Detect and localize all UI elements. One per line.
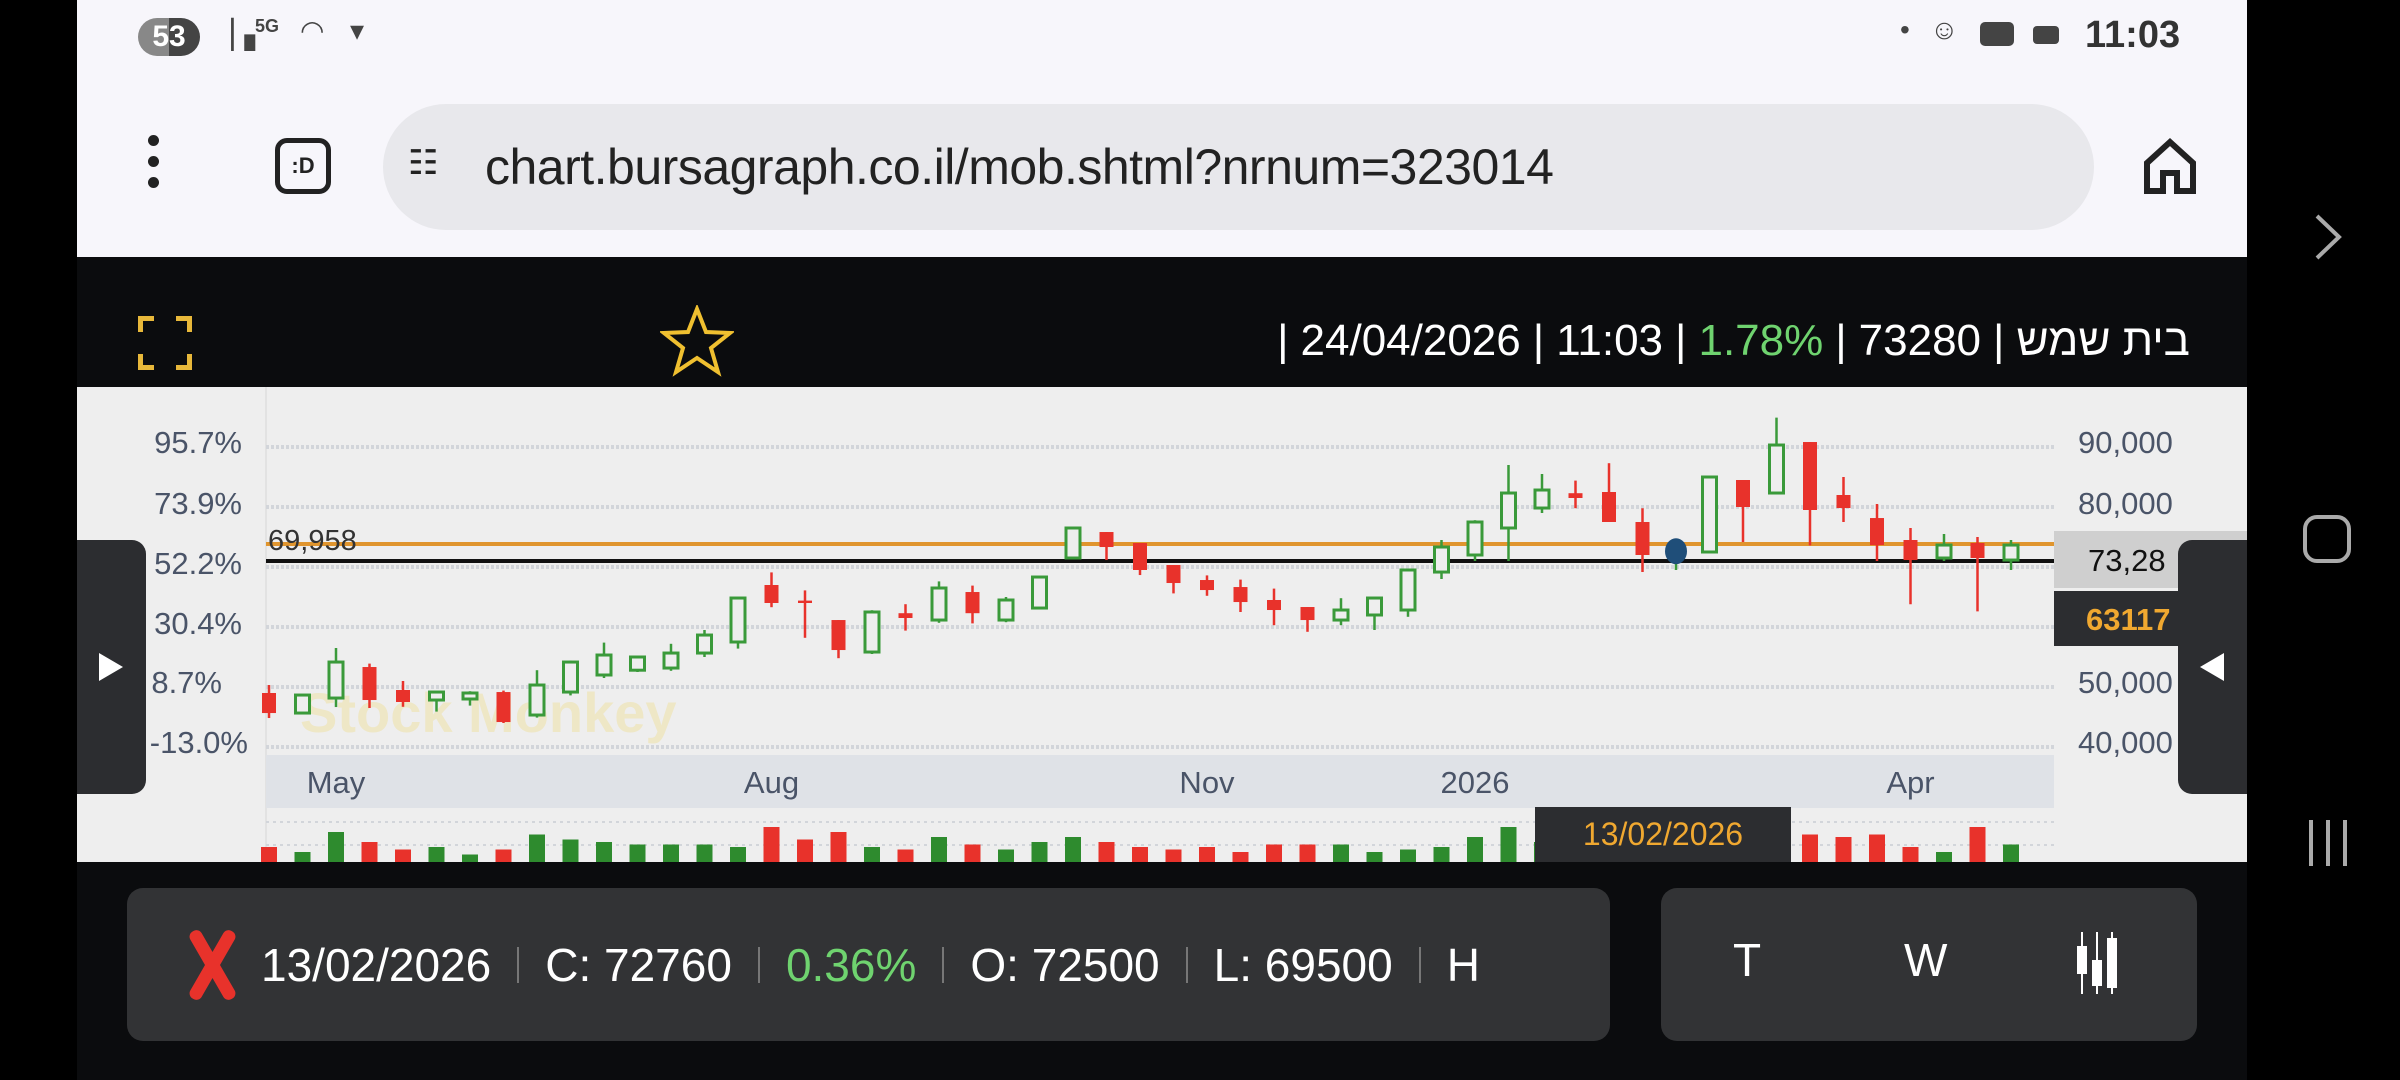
candle-info-panel: 13/02/2026 C: 72760 0.36% O: 72500 L: 69… — [127, 888, 1610, 1041]
tool-t-button[interactable]: T — [1733, 934, 1762, 986]
notification-count-badge: 53 — [138, 18, 200, 56]
home-icon[interactable] — [2142, 137, 2198, 195]
candlestick-type-icon[interactable] — [2075, 932, 2119, 994]
quote-summary: | 24/04/2026 | 11:03 | 1.78% | 73280 | ב… — [1277, 316, 2190, 366]
dot-icon: • — [1900, 14, 1910, 45]
left-axis-tick: 52.2% — [154, 546, 242, 581]
play-right-icon — [99, 653, 123, 681]
right-axis-tick: 40,000 — [2078, 725, 2173, 760]
security-name: בית שמש — [2016, 316, 2190, 365]
chart-header — [77, 257, 2247, 387]
crosshair-date-label: 13/02/2026 — [1535, 807, 1791, 862]
separator: | — [1532, 316, 1545, 365]
left-axis-tick: 95.7% — [154, 425, 242, 460]
signal-icon: ▕▗ — [212, 19, 256, 50]
scroll-left-button[interactable] — [77, 540, 146, 794]
tool-w-button[interactable]: W — [1904, 934, 1948, 986]
info-open: O: 72500 — [970, 938, 1160, 991]
left-axis-tick: -13.0% — [149, 725, 248, 760]
axis-divider — [265, 387, 267, 862]
info-high: H — [1446, 938, 1480, 991]
info-date: 13/02/2026 — [261, 938, 492, 991]
waze-icon: ☺ — [1930, 14, 1959, 45]
play-left-icon — [2200, 653, 2224, 681]
recents-button[interactable] — [2305, 818, 2351, 868]
level-line-label: 69,958 — [268, 525, 357, 557]
separator: | — [1993, 316, 2005, 365]
info-close: C: 72760 — [545, 938, 732, 991]
close-icon[interactable] — [177, 927, 247, 1002]
x-axis-label: Aug — [743, 765, 800, 800]
left-axis-tick: 8.7% — [151, 665, 222, 700]
right-axis-tick: 50,000 — [2078, 665, 2173, 700]
url-text[interactable]: chart.bursagraph.co.il/mob.shtml?nrnum=3… — [485, 139, 1554, 195]
youtube-icon — [1980, 22, 2014, 46]
chart-tools-panel: T W — [1661, 888, 2197, 1041]
favorite-star-icon[interactable] — [660, 305, 734, 377]
right-axis-tick: 80,000 — [2078, 486, 2173, 521]
chevron-right-icon[interactable] — [2313, 212, 2343, 262]
location-icon: ▾ — [350, 15, 365, 46]
x-axis-label: Apr — [1886, 765, 1935, 800]
separator: | — [1277, 316, 1289, 365]
right-axis-tick: 90,000 — [2078, 425, 2173, 460]
watermark: Stock Monkey — [300, 681, 677, 744]
quote-date: 24/04/2026 — [1300, 316, 1521, 365]
system-nav-bar — [2247, 0, 2400, 1080]
info-change: 0.36% — [785, 938, 917, 991]
separator: | — [1675, 316, 1687, 365]
tab-switcher-icon[interactable]: :D — [275, 138, 331, 194]
site-settings-icon[interactable]: ☷ — [408, 144, 439, 182]
x-axis-label: 2026 — [1440, 765, 1510, 800]
status-bar — [77, 0, 2247, 60]
fullscreen-icon[interactable] — [138, 316, 192, 370]
clock: 11:03 — [2085, 14, 2181, 56]
menu-icon[interactable] — [142, 135, 164, 195]
quote-price: 73280 — [1858, 316, 1982, 365]
home-button[interactable] — [2303, 515, 2351, 563]
x-axis-label: May — [306, 765, 366, 800]
info-low: L: 69500 — [1213, 938, 1393, 991]
network-type-icon: 5G — [255, 16, 280, 36]
left-axis-tick: 30.4% — [154, 606, 242, 641]
scroll-right-button[interactable] — [2178, 540, 2247, 794]
separator: | — [1835, 316, 1847, 365]
quote-change: 1.78% — [1698, 316, 1824, 365]
wifi-icon: ◠ — [300, 15, 325, 46]
voicemail-icon — [2033, 26, 2059, 44]
url-bar[interactable] — [383, 104, 2094, 230]
quote-time: 11:03 — [1556, 316, 1664, 365]
date-axis-band — [266, 755, 2054, 808]
left-axis-tick: 73.9% — [154, 486, 242, 521]
x-axis-label: Nov — [1179, 765, 1235, 800]
